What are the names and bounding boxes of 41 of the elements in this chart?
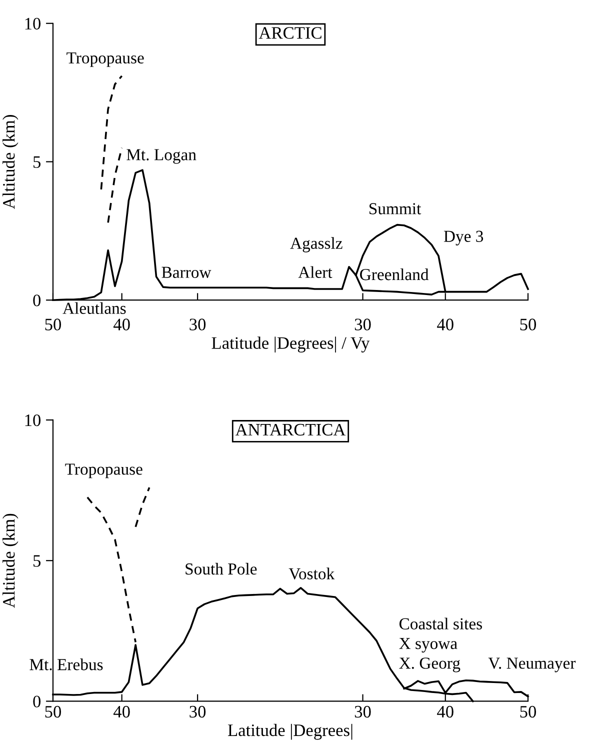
annotation: Mt. Logan	[126, 149, 196, 164]
annotation: South Pole	[186, 562, 257, 575]
text: Aleutlans	[62, 302, 126, 314]
y-axis-title: Altitude (km)	[2, 115, 18, 210]
annotation: Agasslz	[290, 237, 342, 252]
x-tick-label: 30	[190, 706, 206, 718]
annotation: Barrow	[162, 266, 212, 278]
annotation: Dye 3	[444, 230, 484, 246]
x-tick-label: 50	[45, 318, 61, 330]
chart-title: ANTARCTICA	[235, 424, 346, 436]
chart-title: ARCTIC	[258, 27, 322, 39]
y-tick-label: 10	[25, 18, 41, 30]
x-tick-label: 40	[113, 318, 130, 330]
x-tick-label: 50	[520, 706, 536, 718]
y-tick-label: 5	[34, 555, 40, 567]
annotation: X. Georg	[399, 658, 460, 672]
y-tick-label: 10	[25, 414, 41, 426]
x-axis-title: Latitude |Degrees|	[228, 724, 352, 740]
annotation: Alert	[298, 266, 332, 278]
x-axis-title: Latitude |Degrees| / Vy	[212, 336, 370, 352]
annotation: Mt. Erebus	[30, 658, 103, 670]
annotation: Coastal sites	[399, 618, 482, 630]
annotation: X syowa	[399, 638, 458, 653]
annotation: Vostok	[288, 568, 335, 580]
annotation: Tropopause	[66, 52, 144, 67]
x-tick-label: 40	[113, 706, 130, 718]
y-tick-label: 0	[33, 294, 41, 306]
x-tick-label: 40	[437, 706, 454, 718]
x-tick-label: 40	[437, 318, 454, 330]
x-tick-label: 50	[520, 318, 536, 330]
x-tick-label: 30	[190, 318, 206, 330]
x-tick-label: 50	[45, 706, 61, 718]
x-tick-label: 30	[354, 318, 371, 330]
x-tick-label: 30	[354, 706, 371, 718]
annotation: V. Neumayer	[488, 658, 576, 672]
annotation: Greenland	[360, 268, 429, 280]
y-tick-label: 0	[33, 696, 41, 708]
annotation: Tropopause	[65, 464, 142, 478]
annotation: Summit	[370, 203, 422, 214]
y-tick-label: 5	[34, 156, 40, 168]
y-axis-title: Altitude (km)	[2, 514, 18, 608]
